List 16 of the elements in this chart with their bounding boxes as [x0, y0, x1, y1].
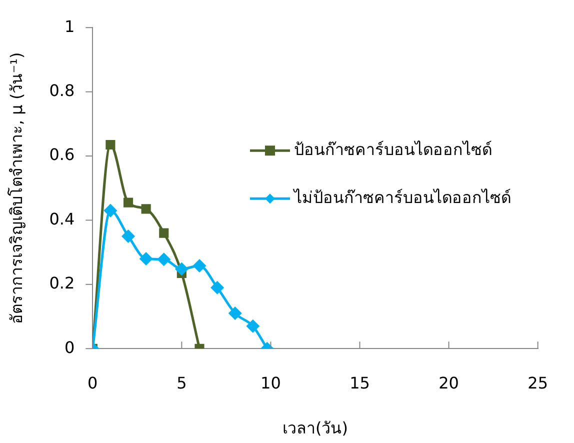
x-tick-label: 20: [438, 373, 459, 392]
y-tick-label: 0.6: [49, 145, 75, 164]
x-tick-label: 25: [528, 373, 548, 392]
y-tick-label: 0.2: [49, 274, 75, 293]
y-axis-title: อัตราการเจริญเติบโตจำเพาะ, μ (วัน⁻¹): [6, 52, 26, 324]
y-tick-label: 0: [64, 338, 75, 357]
y-tick-label: 1: [64, 16, 75, 36]
legend-label: ป้อนก๊าซคาร์บอนไดออกไซด์: [294, 140, 492, 159]
y-tick-label: 0.8: [49, 80, 75, 100]
legend-label: ไม่ป้อนก๊าซคาร์บอนไดออกไซด์: [292, 188, 511, 207]
x-tick-label: 5: [176, 373, 187, 392]
y-tick-label: 0.4: [49, 209, 75, 228]
x-axis-title: เวลา(วัน): [282, 418, 348, 438]
x-tick-label: 0: [88, 373, 98, 392]
x-tick-label: 15: [350, 373, 370, 392]
x-tick-label: 10: [260, 373, 281, 392]
